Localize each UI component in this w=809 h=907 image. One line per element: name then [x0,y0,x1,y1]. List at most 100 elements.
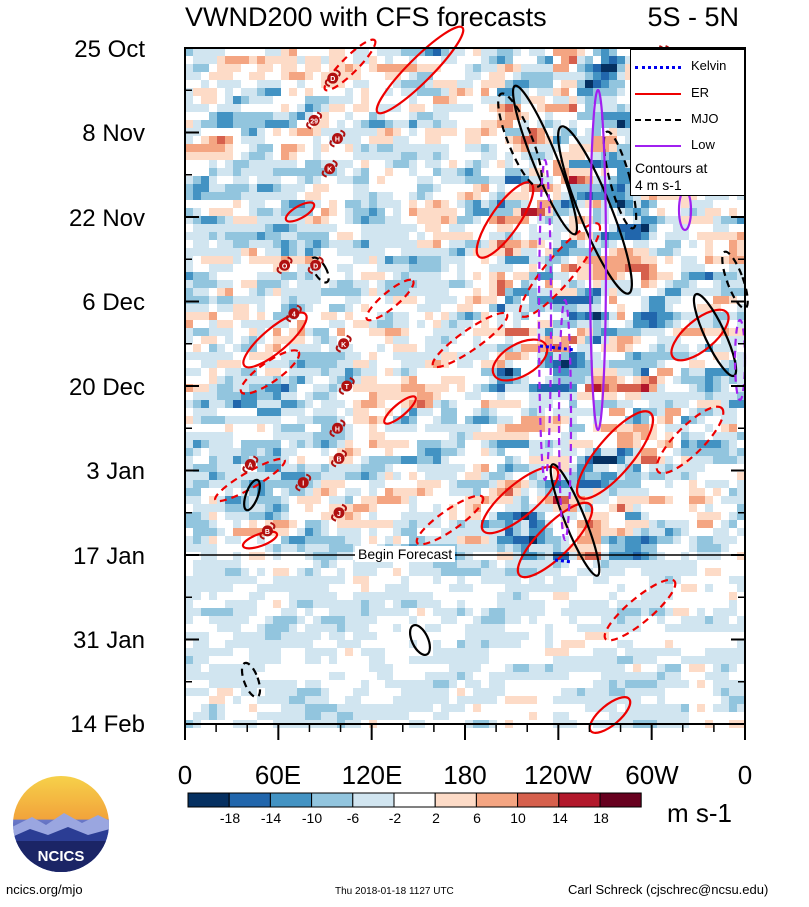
field-cell [201,136,209,144]
field-cell [513,136,521,144]
field-cell [233,400,241,408]
field-cell [457,216,465,224]
field-cell [353,216,361,224]
field-cell [233,496,241,504]
field-cell [689,280,697,288]
field-cell [641,304,649,312]
field-cell [241,688,249,696]
field-cell [377,120,385,128]
field-cell [265,360,273,368]
field-cell [289,616,297,624]
field-cell [345,424,353,432]
field-cell [601,88,609,96]
field-cell [313,96,321,104]
field-cell [233,384,241,392]
field-cell [281,384,289,392]
field-cell [641,520,649,528]
field-cell [273,576,281,584]
field-cell [569,616,577,624]
field-cell [481,184,489,192]
field-cell [417,400,425,408]
storm-dot [261,525,273,537]
field-cell [657,648,665,656]
field-cell [441,408,449,416]
field-cell [345,472,353,480]
field-cell [201,312,209,320]
field-cell [681,416,689,424]
field-cell [433,240,441,248]
field-cell [721,496,729,504]
field-cell [393,288,401,296]
field-cell [457,464,465,472]
field-cell [329,360,337,368]
field-cell [649,328,657,336]
field-cell [537,288,545,296]
field-cell [641,600,649,608]
field-cell [273,384,281,392]
field-cell [441,144,449,152]
field-cell [257,656,265,664]
field-cell [297,712,305,720]
field-cell [449,296,457,304]
field-cell [713,224,721,232]
field-cell [377,520,385,528]
field-cell [617,176,625,184]
field-cell [449,176,457,184]
field-cell [529,96,537,104]
field-cell [681,352,689,360]
field-cell [673,296,681,304]
field-cell [545,664,553,672]
field-cell [569,656,577,664]
field-cell [345,272,353,280]
field-cell [569,472,577,480]
field-cell [297,368,305,376]
field-cell [681,552,689,560]
field-cell [649,472,657,480]
field-cell [497,472,505,480]
field-cell [305,288,313,296]
field-cell [689,488,697,496]
field-cell [689,360,697,368]
field-cell [593,216,601,224]
field-cell [289,200,297,208]
storm-marker: K [321,159,338,178]
field-cell [561,416,569,424]
field-cell [217,568,225,576]
field-cell [617,344,625,352]
field-cell [489,408,497,416]
field-cell [409,424,417,432]
field-cell [457,384,465,392]
field-cell [329,624,337,632]
colorbar-label: -18 [219,810,241,826]
field-cell [601,384,609,392]
field-cell [353,528,361,536]
field-cell [713,344,721,352]
field-cell [281,304,289,312]
field-cell [425,176,433,184]
field-cell [625,616,633,624]
field-cell [665,320,673,328]
field-cell [409,272,417,280]
field-cell [609,456,617,464]
field-cell [553,256,561,264]
field-cell [297,472,305,480]
field-cell [689,384,697,392]
field-cell [657,216,665,224]
field-cell [217,320,225,328]
field-cell [521,200,529,208]
field-cell [401,712,409,720]
field-cell [441,344,449,352]
field-cell [721,456,729,464]
field-cell [457,304,465,312]
field-cell [273,184,281,192]
field-cell [225,264,233,272]
field-cell [625,320,633,328]
field-cell [689,240,697,248]
field-cell [321,616,329,624]
field-cell [249,168,257,176]
field-cell [465,432,473,440]
field-cell [593,384,601,392]
field-cell [609,80,617,88]
field-cell [401,528,409,536]
field-cell [513,256,521,264]
